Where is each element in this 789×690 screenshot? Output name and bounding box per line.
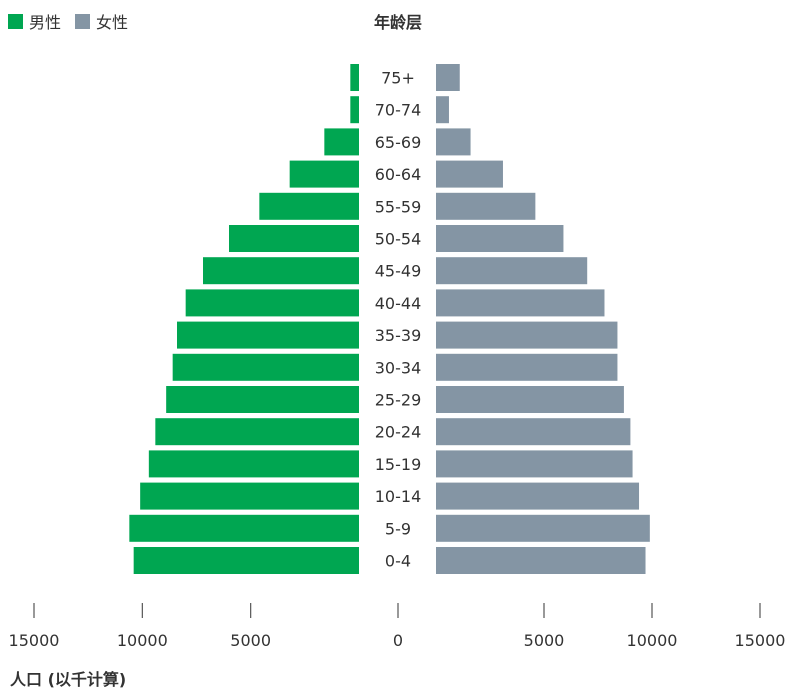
legend-item-female: 女性: [75, 9, 128, 33]
bar-male-70-74: [350, 96, 359, 124]
bar-male-25-29: [166, 386, 359, 413]
bar-male-55-59: [259, 192, 359, 220]
bar-female-20-24: [436, 418, 631, 446]
age-group-label: 0-4: [385, 552, 411, 571]
bar-female-10-14: [436, 482, 640, 510]
age-group-label: 65-69: [375, 133, 422, 152]
bar-male-60-64: [289, 160, 359, 188]
bar-male-75+: [350, 64, 359, 91]
bar-female-35-39: [436, 321, 618, 349]
age-group-label: 40-44: [375, 294, 422, 313]
bar-male-50-54: [229, 225, 359, 252]
x-tick-label: 15000: [9, 631, 60, 650]
bar-female-50-54: [436, 225, 564, 252]
age-group-label: 10-14: [375, 487, 422, 506]
bar-female-75+: [436, 64, 460, 91]
age-group-label: 35-39: [375, 326, 422, 345]
age-group-label: 30-34: [375, 358, 422, 377]
bar-female-30-34: [436, 353, 618, 381]
bar-male-35-39: [177, 321, 359, 349]
age-group-label: 25-29: [375, 391, 422, 410]
legend-item-male: 男性: [8, 9, 61, 33]
x-tick-label: 5000: [230, 631, 271, 650]
bar-female-5-9: [436, 514, 650, 542]
bar-female-45-49: [436, 257, 588, 285]
x-tick-label: 0: [393, 631, 403, 650]
age-group-label: 55-59: [375, 197, 422, 216]
legend-label-male: 男性: [29, 13, 62, 32]
legend-swatch-female: [75, 13, 91, 29]
age-group-label: 5-9: [385, 519, 411, 538]
age-group-label: 20-24: [375, 423, 422, 442]
bar-female-40-44: [436, 289, 605, 317]
bar-male-10-14: [140, 482, 359, 510]
age-group-label: 15-19: [375, 455, 422, 474]
bar-male-40-44: [185, 289, 359, 317]
age-group-label: 50-54: [375, 230, 422, 249]
bar-male-45-49: [203, 257, 359, 285]
bar-male-5-9: [129, 514, 359, 542]
bar-female-25-29: [436, 386, 624, 413]
bar-female-0-4: [436, 547, 646, 574]
bar-female-70-74: [436, 96, 449, 124]
age-group-label: 45-49: [375, 262, 422, 281]
bar-male-30-34: [172, 353, 359, 381]
x-axis-label: 人口 (以千计算): [10, 670, 127, 689]
legend-swatch-male: [8, 13, 23, 29]
age-group-label: 70-74: [375, 101, 422, 120]
bar-male-0-4: [133, 547, 359, 574]
bar-female-55-59: [436, 192, 536, 220]
chart-title: 年龄层: [373, 13, 422, 32]
legend-label-female: 女性: [96, 13, 129, 32]
bar-male-65-69: [324, 128, 359, 156]
x-tick-label: 10000: [117, 631, 168, 650]
bar-female-15-19: [436, 450, 633, 478]
bar-male-20-24: [155, 418, 359, 446]
bar-female-60-64: [436, 160, 503, 188]
x-tick-label: 15000: [735, 631, 786, 650]
bar-male-15-19: [148, 450, 359, 478]
x-tick-label: 10000: [627, 631, 678, 650]
age-group-label: 60-64: [375, 165, 422, 184]
bar-female-65-69: [436, 128, 471, 156]
x-tick-label: 5000: [524, 631, 565, 650]
age-group-label: 75+: [381, 69, 415, 88]
legend: 男性 女性: [8, 9, 142, 33]
